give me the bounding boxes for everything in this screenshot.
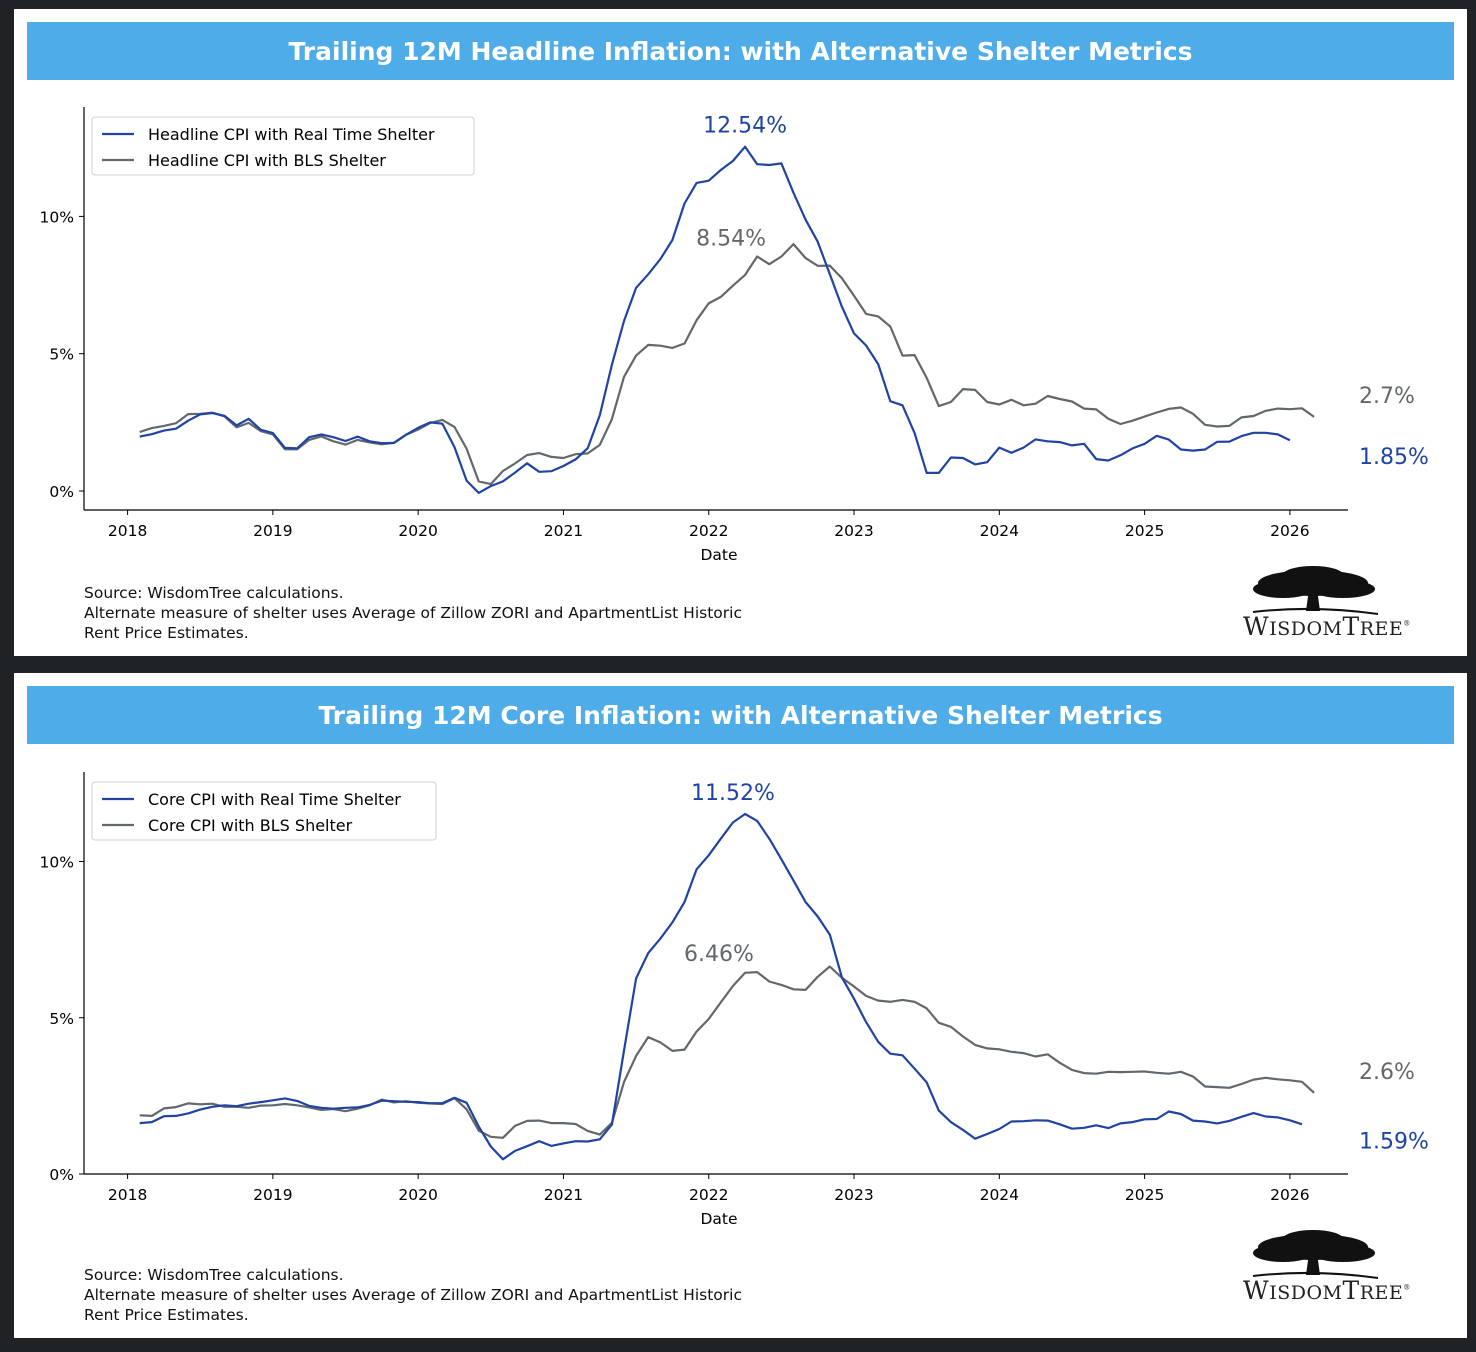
x-tick-label: 2024 (980, 1186, 1019, 1204)
x-tick-label: 2023 (834, 1186, 873, 1204)
x-axis-label: Date (700, 546, 737, 564)
core-chart-plot: 2018 2019 2020 2021 2022 2023 2024 2025 2026 0% 5%… (40, 772, 1429, 1228)
x-tick-label: 2025 (1125, 1186, 1164, 1204)
y-tick-label: 10% (40, 854, 74, 872)
data-annotation: 6.46% (684, 942, 754, 967)
data-annotation: 1.85% (1359, 445, 1429, 470)
source-note: Source: WisdomTree calculations. Alterna… (84, 583, 984, 643)
x-tick-label: 2020 (398, 522, 437, 540)
series-line (139, 243, 1315, 486)
x-tick-label: 2026 (1270, 1186, 1309, 1204)
source-line: Alternate measure of shelter uses Averag… (84, 1286, 742, 1304)
x-tick-label: 2020 (398, 1186, 437, 1204)
series-line (139, 965, 1315, 1139)
legend-label: Core CPI with Real Time Shelter (148, 790, 401, 809)
legend-label: Headline CPI with Real Time Shelter (148, 125, 435, 144)
headline-chart-plot: 2018 2019 2020 2021 2022 2023 2024 2025 2026 0% 5%… (40, 107, 1429, 564)
source-line: Rent Price Estimates. (84, 624, 249, 642)
x-tick-label: 2026 (1270, 522, 1309, 540)
x-tick-label: 2022 (689, 522, 728, 540)
core-chart-panel: Trailing 12M Core Inflation: with Altern… (14, 673, 1467, 1338)
source-line: Alternate measure of shelter uses Averag… (84, 604, 742, 622)
tree-icon (1252, 1230, 1379, 1279)
x-tick-label: 2023 (834, 522, 873, 540)
y-tick-label: 10% (40, 208, 74, 226)
series-line (139, 812, 1303, 1161)
x-tick-label: 2024 (980, 522, 1019, 540)
x-tick-label: 2021 (544, 1186, 583, 1204)
data-annotation: 2.6% (1359, 1060, 1415, 1085)
logo-wordmark: WISDOMTREE® (1243, 1276, 1411, 1305)
y-tick-label: 0% (49, 483, 74, 501)
series-line (139, 145, 1291, 494)
chart-title: Trailing 12M Headline Inflation: with Al… (27, 22, 1454, 80)
logo-wordmark: WISDOMTREE® (1243, 612, 1411, 641)
x-tick-label: 2021 (544, 522, 583, 540)
source-line: Source: WisdomTree calculations. (84, 584, 344, 602)
wisdomtree-logo: WISDOMTREE® (1238, 1229, 1448, 1309)
legend-box (91, 781, 437, 841)
data-annotation: 8.54% (696, 226, 766, 251)
x-tick-label: 2018 (108, 1186, 147, 1204)
data-annotation: 1.59% (1359, 1129, 1429, 1154)
x-tick-label: 2018 (108, 522, 147, 540)
source-line: Source: WisdomTree calculations. (84, 1266, 344, 1284)
y-tick-label: 0% (49, 1166, 74, 1184)
wisdomtree-logo: WISDOMTREE® (1238, 565, 1448, 645)
legend-label: Core CPI with BLS Shelter (148, 816, 353, 835)
x-tick-label: 2019 (253, 522, 292, 540)
tree-icon (1252, 566, 1379, 615)
source-note: Source: WisdomTree calculations. Alterna… (84, 1265, 984, 1325)
x-tick-label: 2025 (1125, 522, 1164, 540)
data-annotation: 2.7% (1359, 384, 1415, 409)
x-axis-label: Date (700, 1210, 737, 1228)
y-tick-label: 5% (49, 346, 74, 364)
legend-label: Headline CPI with BLS Shelter (148, 151, 386, 170)
y-tick-label: 5% (49, 1010, 74, 1028)
x-tick-label: 2022 (689, 1186, 728, 1204)
legend-box (91, 116, 475, 176)
data-annotation: 12.54% (703, 114, 787, 139)
chart-title: Trailing 12M Core Inflation: with Altern… (27, 686, 1454, 744)
data-annotation: 11.52% (691, 781, 775, 806)
x-tick-label: 2019 (253, 1186, 292, 1204)
headline-chart-panel: Trailing 12M Headline Inflation: with Al… (14, 9, 1467, 656)
source-line: Rent Price Estimates. (84, 1306, 249, 1324)
